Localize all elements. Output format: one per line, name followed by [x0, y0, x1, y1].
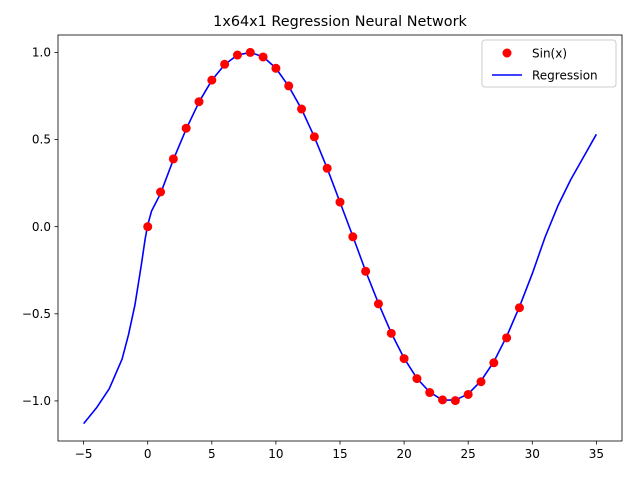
- x-axis: −5 0 5 10 15 20 25 30 35: [75, 441, 604, 461]
- chart-title: 1x64x1 Regression Neural Network: [213, 14, 467, 30]
- y-tick-label: 1.0: [32, 46, 51, 60]
- sinx-point: [322, 163, 332, 173]
- x-tick-label: −5: [75, 447, 93, 461]
- legend-label-regression: Regression: [532, 69, 598, 83]
- sinx-point: [335, 197, 345, 207]
- x-tick-label: 25: [461, 447, 476, 461]
- sinx-point: [284, 81, 294, 91]
- y-tick-label: 0.5: [32, 133, 51, 147]
- x-tick-label: 15: [332, 447, 347, 461]
- legend: Sin(x) Regression: [481, 39, 617, 88]
- sinx-point: [194, 97, 204, 107]
- sinx-point: [476, 377, 486, 387]
- sinx-point: [207, 75, 217, 85]
- legend-marker-sinx: [502, 48, 512, 58]
- sinx-point: [463, 389, 473, 399]
- x-tick-label: 20: [396, 447, 411, 461]
- sinx-point: [245, 47, 255, 57]
- sinx-point: [297, 104, 307, 114]
- x-tick-label: 0: [144, 447, 152, 461]
- sinx-point: [181, 123, 191, 133]
- sinx-point: [425, 388, 435, 398]
- sinx-point: [502, 333, 512, 343]
- sinx-point: [399, 354, 409, 364]
- series-layer: [83, 47, 598, 425]
- sinx-point: [373, 299, 383, 309]
- y-tick-label: −0.5: [22, 307, 51, 321]
- plot-area: [57, 34, 623, 442]
- sinx-point: [438, 395, 448, 405]
- x-tick-label: 10: [268, 447, 283, 461]
- sinx-point: [143, 222, 153, 232]
- legend-label-sinx: Sin(x): [532, 47, 567, 61]
- y-axis: −1.0 −0.5 0.0 0.5 1.0: [22, 46, 58, 408]
- y-tick-label: 0.0: [32, 220, 51, 234]
- x-tick-label: 30: [525, 447, 540, 461]
- sinx-point: [156, 187, 166, 197]
- y-tick-label: −1.0: [22, 394, 51, 408]
- sinx-point: [258, 52, 268, 62]
- sinx-point: [450, 396, 460, 406]
- sinx-point: [232, 50, 242, 60]
- sinx-point: [489, 358, 499, 368]
- x-tick-label: 5: [208, 447, 216, 461]
- sinx-point: [348, 232, 358, 242]
- x-tick-label: 35: [589, 447, 604, 461]
- sinx-point: [361, 266, 371, 276]
- regression-line: [83, 51, 598, 425]
- sinx-point: [168, 154, 178, 164]
- sinx-point: [220, 59, 230, 69]
- sinx-point: [271, 63, 281, 73]
- sinx-point: [412, 374, 422, 384]
- sinx-point: [386, 328, 396, 338]
- sinx-point: [514, 303, 524, 313]
- sinx-point: [309, 132, 319, 142]
